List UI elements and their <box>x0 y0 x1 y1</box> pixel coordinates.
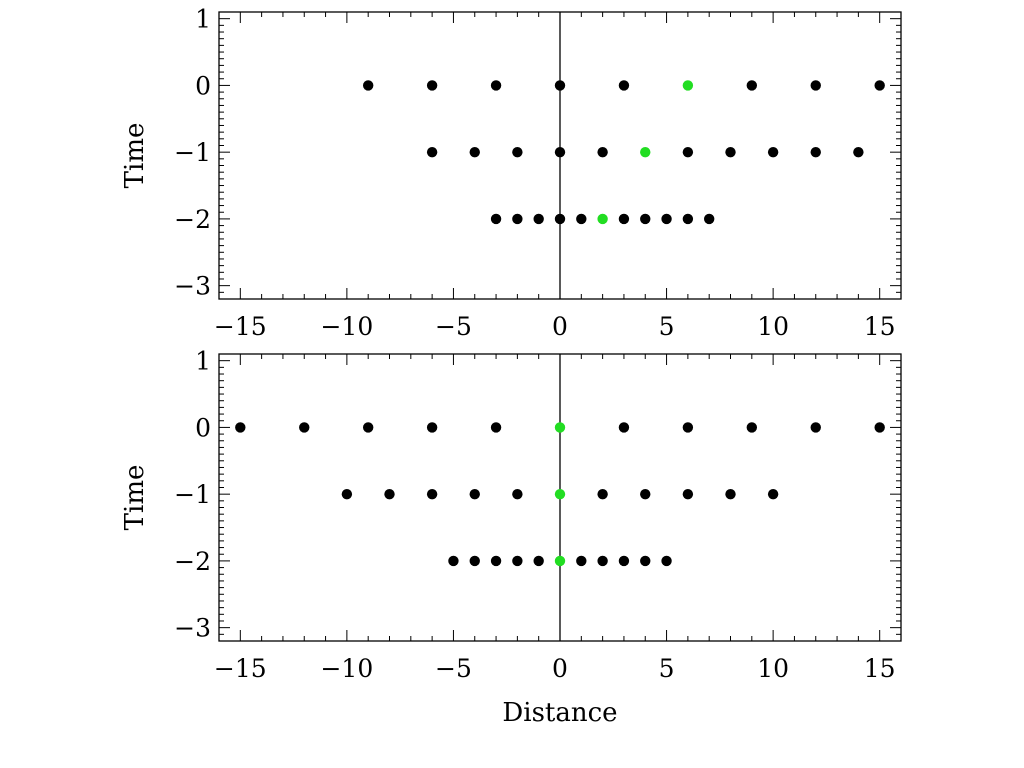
x-tick-label: 15 <box>864 654 896 683</box>
data-point <box>490 80 502 91</box>
data-point <box>618 555 630 567</box>
data-point <box>490 555 502 567</box>
data-point <box>426 488 438 500</box>
data-point <box>299 422 310 433</box>
data-point <box>682 213 694 225</box>
data-point <box>640 488 651 500</box>
data-point <box>725 146 736 158</box>
data-point <box>618 422 630 433</box>
data-point <box>618 213 630 225</box>
y-tick-label: 1 <box>195 5 211 34</box>
data-point <box>767 488 779 500</box>
data-point <box>235 422 246 433</box>
highlight-point <box>597 213 608 225</box>
data-point <box>618 80 630 91</box>
data-point <box>469 488 480 500</box>
data-point <box>469 146 480 158</box>
data-point <box>426 80 438 91</box>
data-point <box>384 488 395 500</box>
y-tick-label: −1 <box>174 138 211 167</box>
x-tick-label: 15 <box>864 312 896 341</box>
data-point <box>874 422 885 433</box>
data-point <box>597 488 608 500</box>
highlight-point <box>554 488 566 500</box>
data-point <box>810 146 821 158</box>
data-point <box>576 555 587 567</box>
data-point <box>640 555 651 567</box>
data-point <box>767 146 779 158</box>
y-tick-label: 0 <box>195 71 211 100</box>
y-axis-title: Time <box>120 123 150 189</box>
x-tick-label: 0 <box>552 654 568 683</box>
data-point <box>810 80 821 91</box>
x-tick-label: 5 <box>659 654 675 683</box>
data-point <box>554 213 566 225</box>
data-point <box>448 555 459 567</box>
x-tick-label: −5 <box>435 654 472 683</box>
data-point <box>746 80 758 91</box>
data-point <box>554 80 566 91</box>
highlight-point <box>640 146 651 158</box>
data-point <box>597 555 608 567</box>
y-tick-label: −3 <box>174 272 211 301</box>
data-point <box>682 146 694 158</box>
data-point <box>661 555 672 567</box>
data-point <box>490 422 502 433</box>
y-tick-label: −3 <box>174 614 211 643</box>
y-tick-label: −1 <box>174 480 211 509</box>
data-point <box>853 146 864 158</box>
data-point <box>341 488 353 500</box>
data-point <box>490 213 502 225</box>
highlight-point <box>554 555 566 567</box>
data-point <box>661 213 672 225</box>
data-point <box>512 555 523 567</box>
x-tick-label: 10 <box>757 312 789 341</box>
x-axis-title: Distance <box>502 698 617 728</box>
highlight-point <box>554 422 566 433</box>
data-point <box>426 422 438 433</box>
data-point <box>512 146 523 158</box>
data-point <box>512 213 523 225</box>
y-tick-label: −2 <box>174 547 211 576</box>
y-tick-label: −2 <box>174 205 211 234</box>
data-point <box>725 488 736 500</box>
x-tick-label: −15 <box>214 312 267 341</box>
x-tick-label: −15 <box>214 654 267 683</box>
x-tick-label: −5 <box>435 312 472 341</box>
y-tick-label: 0 <box>195 413 211 442</box>
data-point <box>746 422 758 433</box>
data-point <box>682 488 694 500</box>
y-axis-title: Time <box>120 465 150 531</box>
data-point <box>810 422 821 433</box>
data-point <box>554 146 566 158</box>
data-point <box>512 488 523 500</box>
data-point <box>640 213 651 225</box>
data-point <box>576 213 587 225</box>
x-tick-label: 10 <box>757 654 789 683</box>
data-point <box>682 422 694 433</box>
data-point <box>469 555 480 567</box>
data-point <box>533 213 544 225</box>
data-point <box>703 213 715 225</box>
x-tick-label: −10 <box>320 312 373 341</box>
data-point <box>533 555 544 567</box>
data-point <box>362 80 374 91</box>
data-point <box>362 422 374 433</box>
x-tick-label: −10 <box>320 654 373 683</box>
x-tick-label: 5 <box>659 312 675 341</box>
x-tick-label: 0 <box>552 312 568 341</box>
data-point <box>426 146 438 158</box>
data-point <box>874 80 885 91</box>
highlight-point <box>682 80 694 91</box>
data-point <box>597 146 608 158</box>
y-tick-label: 1 <box>195 347 211 376</box>
